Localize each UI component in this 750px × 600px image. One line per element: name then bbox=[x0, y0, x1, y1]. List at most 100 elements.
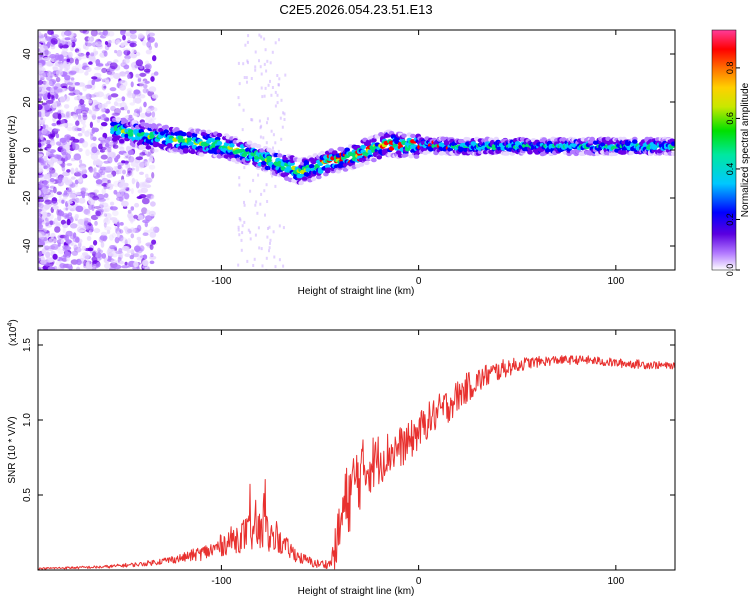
heatmap-cell bbox=[84, 71, 89, 76]
heatmap-cell bbox=[145, 173, 149, 179]
heatmap-cell bbox=[152, 148, 159, 153]
heatmap-cell bbox=[101, 188, 106, 195]
heatmap-cell bbox=[142, 160, 150, 164]
colorbar-ticks: 0.0 0.2 0.4 0.6 0.8 bbox=[725, 62, 740, 276]
heatmap-cell bbox=[258, 246, 261, 250]
heatmap-cell bbox=[120, 237, 128, 244]
heatmap-cell bbox=[110, 93, 119, 98]
heatmap-cell bbox=[47, 147, 52, 151]
heatmap-cell bbox=[79, 98, 85, 105]
heatmap-cell bbox=[137, 78, 141, 83]
colorbar-tick-label: 0.6 bbox=[725, 112, 735, 125]
heatmap-cell bbox=[109, 249, 116, 253]
heatmap-cell bbox=[246, 40, 249, 44]
heatmap-cell bbox=[238, 233, 241, 237]
heatmap-cell bbox=[67, 126, 73, 132]
heatmap-cell bbox=[88, 166, 94, 173]
heatmap-cell bbox=[38, 130, 42, 137]
heatmap-cell bbox=[145, 177, 153, 183]
heatmap-cell bbox=[119, 80, 123, 84]
x-tick-label: -100 bbox=[211, 276, 231, 287]
heatmap-cell bbox=[95, 179, 103, 185]
snr-multiplier: (x104) bbox=[7, 319, 19, 346]
heatmap-cell bbox=[279, 116, 282, 120]
heatmap-cell bbox=[47, 133, 54, 138]
heatmap-cell bbox=[252, 178, 255, 182]
heatmap-cell bbox=[139, 106, 143, 113]
heatmap-cell bbox=[109, 245, 116, 250]
heatmap-cell bbox=[56, 191, 62, 195]
heatmap-cell bbox=[142, 259, 149, 267]
heatmap-cell bbox=[44, 33, 48, 38]
snr-series-line bbox=[38, 355, 675, 570]
heatmap-cell bbox=[66, 58, 71, 63]
heatmap-cell bbox=[136, 196, 143, 199]
heatmap-cell bbox=[88, 203, 94, 210]
heatmap-cell bbox=[254, 50, 257, 54]
heatmap-cell bbox=[47, 151, 51, 156]
heatmap-cell bbox=[71, 125, 77, 132]
heatmap-cell bbox=[237, 228, 240, 232]
heatmap-cell bbox=[44, 245, 50, 251]
heatmap-cell bbox=[85, 93, 92, 100]
x-tick-label: 100 bbox=[607, 576, 624, 587]
heatmap-cell bbox=[143, 68, 151, 73]
heatmap-cell bbox=[182, 147, 189, 153]
heatmap-cell bbox=[38, 237, 42, 241]
heatmap-cell bbox=[129, 30, 137, 34]
heatmap-cell bbox=[60, 238, 65, 245]
heatmap-cell bbox=[64, 134, 72, 140]
heatmap-cell bbox=[589, 136, 595, 142]
heatmap-cell bbox=[91, 79, 95, 86]
heatmap-cell bbox=[256, 211, 259, 215]
heatmap-cell bbox=[94, 66, 102, 71]
heatmap-cell bbox=[108, 39, 112, 45]
heatmap-cell bbox=[148, 32, 155, 37]
heatmap-cell bbox=[263, 189, 266, 193]
heatmap-cell bbox=[265, 69, 268, 73]
heatmap-cell bbox=[282, 226, 285, 230]
heatmap-cell bbox=[107, 156, 113, 164]
heatmap-cell bbox=[268, 225, 271, 229]
heatmap-cell bbox=[127, 170, 133, 176]
heatmap-cell bbox=[238, 82, 241, 86]
heatmap-cell bbox=[103, 213, 108, 217]
heatmap-cell bbox=[151, 239, 157, 245]
heatmap-cell bbox=[139, 183, 146, 189]
heatmap-cell bbox=[101, 67, 107, 74]
heatmap-cell bbox=[83, 219, 89, 227]
heatmap-cell bbox=[52, 251, 56, 255]
heatmap-cell bbox=[305, 167, 312, 173]
heatmap-cell bbox=[43, 180, 48, 186]
heatmap-cell bbox=[114, 49, 118, 54]
heatmap-cell bbox=[95, 252, 102, 259]
heatmap-cell bbox=[48, 154, 55, 158]
heatmap-cell bbox=[130, 249, 135, 254]
heatmap-cell bbox=[186, 137, 193, 142]
heatmap-cell bbox=[90, 113, 95, 118]
heatmap-cell bbox=[74, 127, 80, 132]
heatmap-cell bbox=[40, 186, 48, 193]
heatmap-cell bbox=[141, 207, 148, 215]
x-tick-label: 100 bbox=[607, 276, 624, 287]
heatmap-cell bbox=[70, 243, 77, 247]
heatmap-cell bbox=[38, 231, 45, 238]
heatmap-cell bbox=[95, 41, 103, 47]
heatmap-cell bbox=[266, 117, 269, 121]
heatmap-cell bbox=[281, 125, 284, 129]
heatmap-cell bbox=[77, 218, 85, 225]
heatmap-cell bbox=[150, 195, 155, 200]
heatmap-cell bbox=[86, 129, 92, 134]
heatmap-cell bbox=[260, 247, 263, 251]
heatmap-cell bbox=[139, 113, 147, 118]
heatmap-cell bbox=[238, 183, 241, 187]
heatmap-cell bbox=[62, 244, 69, 249]
heatmap-cell bbox=[50, 201, 59, 206]
heatmap-cell bbox=[38, 153, 44, 158]
y-tick-label: 20 bbox=[22, 96, 33, 108]
heatmap-cell bbox=[58, 66, 63, 72]
heatmap-cell bbox=[308, 164, 315, 169]
heatmap-cell bbox=[278, 258, 281, 262]
heatmap-cell bbox=[257, 226, 260, 230]
heatmap-cell bbox=[273, 255, 276, 259]
